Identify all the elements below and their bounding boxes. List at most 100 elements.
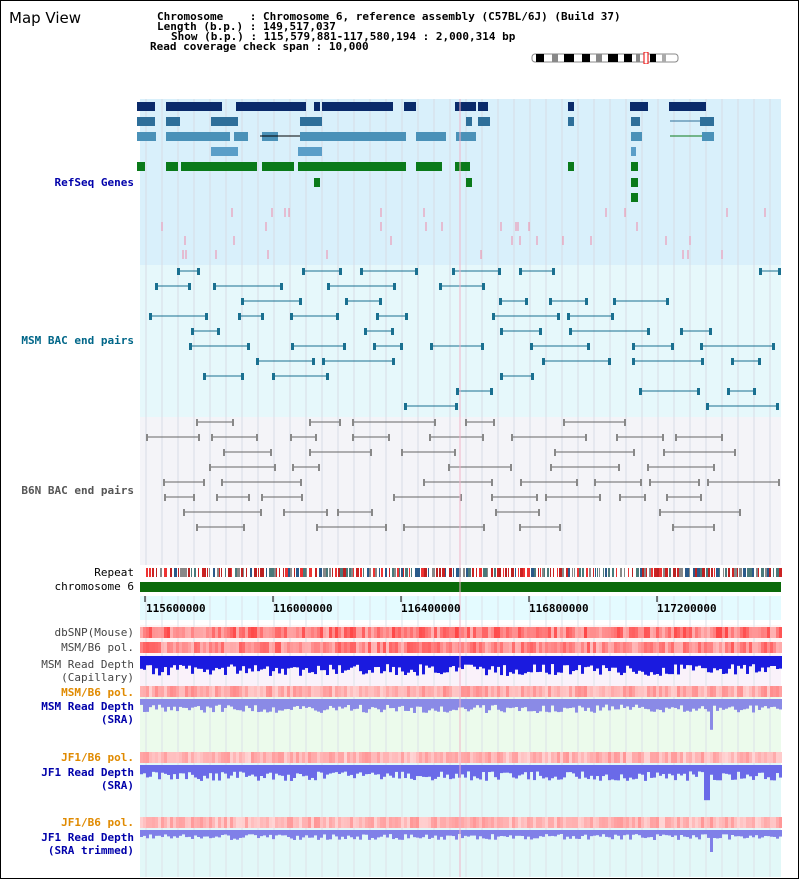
bac-end <box>370 449 372 456</box>
heat-cell <box>590 627 593 638</box>
heat-cell <box>767 627 770 638</box>
depth-bar <box>425 830 428 835</box>
bac-end <box>209 464 211 471</box>
depth-bar <box>545 656 548 673</box>
heat-cell <box>368 686 371 697</box>
repeat-mark <box>616 568 617 577</box>
heat-cell <box>662 817 665 828</box>
heat-cell <box>383 752 386 763</box>
repeat-mark <box>758 568 759 577</box>
heat-cell <box>416 752 419 763</box>
heat-cell <box>407 627 410 638</box>
heat-cell <box>170 642 173 653</box>
heat-cell <box>161 627 164 638</box>
repeat-mark <box>290 568 292 577</box>
depth-bar <box>164 699 167 712</box>
bac-end <box>316 524 318 531</box>
heat-cell <box>449 817 452 828</box>
msm-bac-track[interactable] <box>149 268 781 410</box>
depth-bar <box>533 830 536 839</box>
depth-bar <box>140 830 143 837</box>
depth-bar <box>470 830 473 836</box>
depth-bar <box>227 656 230 667</box>
depth-bar <box>731 830 734 836</box>
depth-bar <box>332 765 335 773</box>
repeat-mark <box>568 568 570 577</box>
heat-cell <box>662 686 665 697</box>
depth-bar <box>230 656 233 665</box>
depth-bar <box>275 830 278 836</box>
heat-cell <box>395 752 398 763</box>
depth-bar <box>164 656 167 668</box>
depth-bar <box>212 699 215 713</box>
depth-bar <box>341 830 344 837</box>
heat-cell <box>356 752 359 763</box>
depth-bar <box>548 656 551 675</box>
heat-cell <box>290 686 293 697</box>
depth-bar <box>191 830 194 839</box>
depth-bar <box>716 656 719 671</box>
depth-bar <box>188 830 191 837</box>
depth-bar <box>590 830 593 837</box>
gene-exon <box>466 117 472 126</box>
length-value: 149,517,037 <box>262 20 336 33</box>
depth-bar <box>152 765 155 772</box>
repeat-mark <box>340 568 343 577</box>
refseq-genes-track[interactable] <box>137 102 766 259</box>
depth-bar <box>359 656 362 672</box>
depth-bar <box>605 699 608 705</box>
depth-bar <box>737 699 740 713</box>
heat-cell <box>722 817 725 828</box>
repeat-mark <box>612 568 614 577</box>
heat-cell <box>374 627 377 638</box>
heat-cell <box>278 627 281 638</box>
depth-bar <box>743 656 746 665</box>
bac-end <box>587 343 590 350</box>
depth-bar <box>167 699 170 707</box>
repeat-track[interactable] <box>146 568 782 577</box>
depth-tracks[interactable] <box>140 656 782 852</box>
heat-cell <box>404 817 407 828</box>
depth-bar <box>485 830 488 839</box>
heat-cell <box>644 817 647 828</box>
chromosome-ideogram[interactable] <box>530 52 682 64</box>
heat-cell <box>206 642 209 653</box>
repeat-mark <box>241 568 244 577</box>
depth-bar <box>548 699 551 713</box>
bac-end <box>163 479 165 486</box>
heat-cell <box>212 817 215 828</box>
gene-exon <box>631 162 638 171</box>
depth-bar <box>245 765 248 777</box>
depth-bar <box>314 656 317 675</box>
heat-cell <box>590 686 593 697</box>
heat-cell <box>638 817 641 828</box>
depth-bar <box>443 765 446 778</box>
heat-cell <box>335 642 338 653</box>
heat-cell <box>671 627 674 638</box>
heat-cell <box>254 627 257 638</box>
depth-bar <box>335 830 338 837</box>
heat-cell <box>464 817 467 828</box>
depth-bar <box>395 699 398 712</box>
heat-cell <box>509 817 512 828</box>
heat-cell <box>755 817 758 828</box>
bac-end <box>753 388 756 395</box>
ruler-tick-label: 115600000 <box>146 602 206 615</box>
b6n-bac-track[interactable] <box>146 419 780 531</box>
heat-cell <box>491 627 494 638</box>
bac-end <box>662 434 664 441</box>
heat-cell <box>677 752 680 763</box>
heat-cell <box>191 817 194 828</box>
heat-cell <box>305 752 308 763</box>
depth-bar <box>392 830 395 840</box>
gene-exon <box>631 132 642 141</box>
depth-bar <box>770 765 773 781</box>
heat-cell <box>638 752 641 763</box>
depth-bar <box>731 699 734 707</box>
heat-cell <box>572 686 575 697</box>
bac-end <box>352 419 354 426</box>
heatmap-tracks[interactable] <box>140 627 782 828</box>
bac-end <box>554 449 556 456</box>
heat-cell <box>551 627 554 638</box>
